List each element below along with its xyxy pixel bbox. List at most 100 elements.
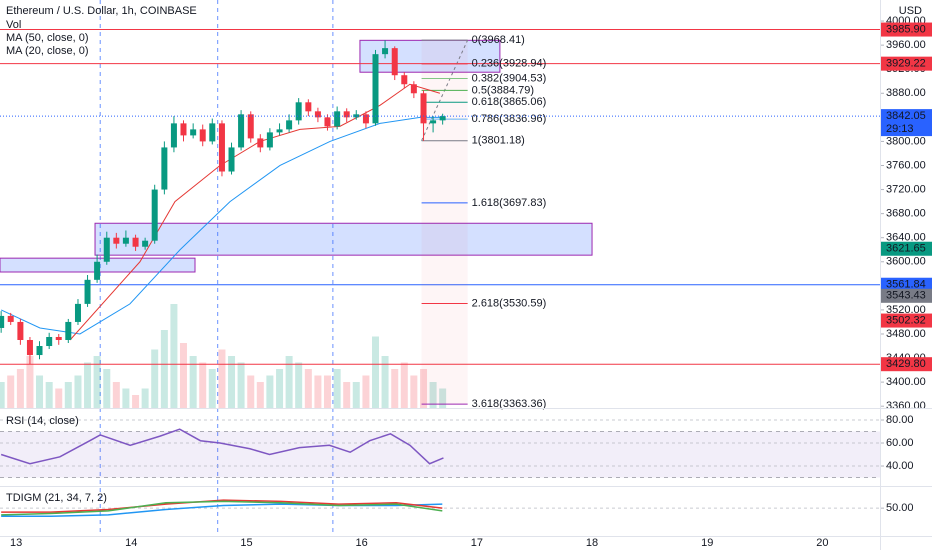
x-tick-label: 16 (356, 537, 368, 549)
volume-bar (381, 356, 389, 408)
candle-body (382, 48, 389, 55)
price-label-bg (881, 109, 932, 137)
price-label: 3985.90 (886, 23, 926, 35)
x-tick-label: 13 (10, 537, 22, 549)
y-tick-label: 3880.00 (886, 87, 926, 99)
x-tick-label: 20 (816, 537, 828, 549)
candle-body (132, 237, 139, 247)
fib-label: 0.236(3928.94) (472, 58, 547, 70)
y-tick-label: 3480.00 (886, 328, 926, 340)
volume-bar (208, 369, 216, 408)
volume-bar (16, 369, 24, 408)
price-label: 3561.84 (886, 279, 926, 291)
candle-body (170, 123, 177, 148)
y-tick-label: 3600.00 (886, 256, 926, 268)
candle-body (190, 129, 197, 136)
legend-entry: MA (20, close, 0) (6, 45, 89, 57)
legend-entry: MA (50, close, 0) (6, 32, 89, 44)
volume-bar (151, 349, 159, 408)
volume-bar (141, 388, 149, 408)
pane-title: RSI (14, close) (6, 415, 79, 427)
candle-body (391, 48, 398, 76)
candle-body (65, 321, 72, 340)
candle-body (199, 129, 206, 142)
volume-bar (36, 375, 44, 408)
indicator-line (0, 428, 444, 465)
y-tick-label: 3640.00 (886, 232, 926, 244)
volume-bar (266, 375, 274, 408)
volume-bar (93, 356, 101, 408)
volume-bar (333, 369, 341, 408)
candle-body (0, 315, 5, 328)
candle-body (113, 237, 120, 244)
price-label-bg (881, 288, 932, 303)
price-label-bg (881, 241, 932, 256)
candle-body (439, 116, 446, 121)
volume-bar (26, 356, 34, 408)
volume-bar (179, 343, 187, 408)
x-tick-label: 19 (701, 537, 713, 549)
volume-bar (304, 369, 312, 408)
candle-body (228, 147, 235, 172)
x-tick-label: 15 (240, 537, 252, 549)
candle-body (276, 129, 283, 133)
y-tick-label: 3720.00 (886, 183, 926, 195)
zone (359, 39, 501, 73)
y-tick-label: 3960.00 (886, 39, 926, 51)
candle-body (324, 117, 331, 127)
volume-bar (0, 382, 5, 408)
candle-body (286, 120, 293, 130)
volume-bar (189, 356, 197, 408)
candle-body (26, 340, 33, 356)
rsi-band (0, 431, 880, 478)
volume-bar (45, 382, 53, 408)
volume-legend: Vol (6, 19, 21, 31)
candle-body (161, 147, 168, 190)
volume-bar (420, 369, 428, 408)
y-tick-label: 3800.00 (886, 135, 926, 147)
fib-label: 0.618(3865.06) (472, 96, 547, 108)
fib-label: 0.786(3836.96) (472, 113, 547, 125)
volume-bar (256, 382, 264, 408)
volume-bar (55, 388, 63, 408)
price-label-bg (881, 56, 932, 71)
indicator-line (1, 503, 443, 517)
candle-body (238, 114, 245, 148)
candle-body (353, 114, 360, 118)
candle-body (218, 123, 225, 172)
fib-label: 0.5(3884.79) (472, 84, 534, 96)
volume-bar (439, 388, 447, 408)
price-label: 3502.32 (886, 314, 926, 326)
volume-bar (84, 362, 92, 408)
volume-bar (429, 382, 437, 408)
candle-body (103, 237, 110, 262)
y-tick-label: 50.00 (886, 502, 914, 514)
fib-area (421, 40, 468, 405)
candle-body (142, 240, 149, 247)
fib-label: 3.618(3363.36) (472, 398, 547, 410)
currency-label: USD (899, 5, 922, 17)
x-tick-label: 18 (586, 537, 598, 549)
fib-label: 1.618(3697.83) (472, 197, 547, 209)
y-tick-label: 3680.00 (886, 208, 926, 220)
volume-bar (314, 375, 322, 408)
volume-bar (228, 356, 236, 408)
volume-bar (323, 375, 331, 408)
volume-bar (132, 395, 140, 408)
volume-bar (295, 362, 303, 408)
y-tick-label: 3760.00 (886, 159, 926, 171)
candle-body (401, 75, 408, 85)
candle-body (209, 123, 216, 142)
volume-bar (103, 369, 111, 408)
y-tick-label: 80.00 (886, 414, 914, 426)
candle-body (94, 261, 101, 280)
candle-body (55, 336, 62, 340)
price-label: 3543.43 (886, 290, 926, 302)
volume-bar (247, 375, 255, 408)
candle-body (305, 102, 312, 112)
volume-bar (391, 369, 399, 408)
x-tick-label: 17 (471, 537, 483, 549)
price-label: 3429.80 (886, 358, 926, 370)
candle-body (7, 315, 14, 322)
